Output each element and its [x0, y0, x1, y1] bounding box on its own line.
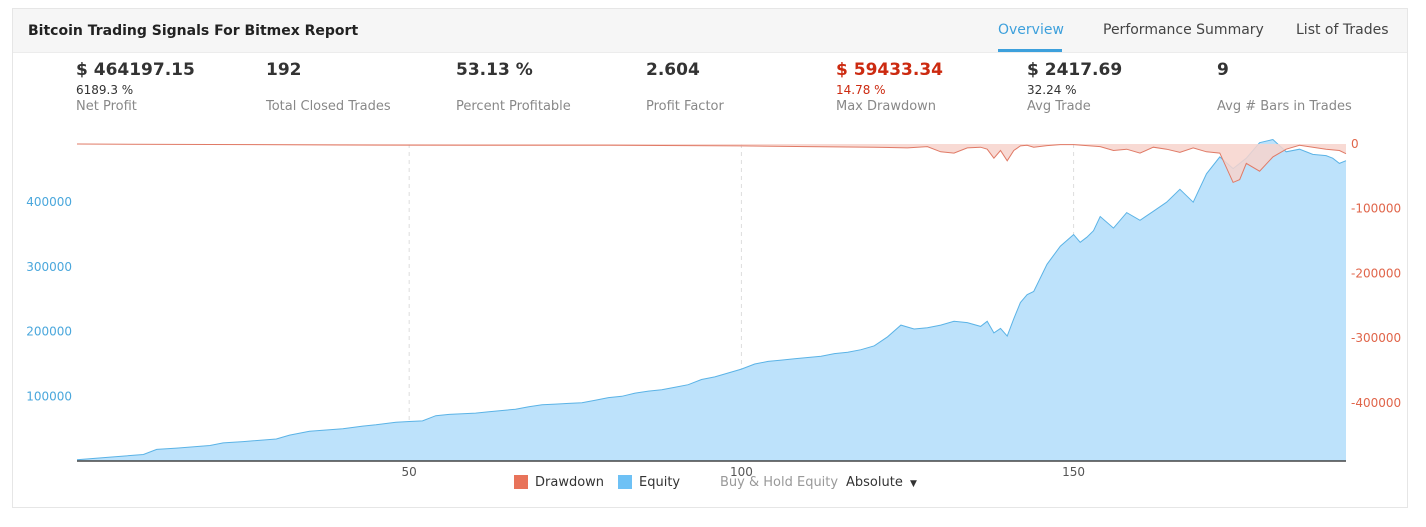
- max-drawdown-percent: 14.78 %: [836, 83, 886, 97]
- tab-performance-summary[interactable]: Performance Summary: [1103, 22, 1264, 38]
- avg-bars-label: Avg # Bars in Trades: [1217, 99, 1352, 114]
- left-axis-label: 300000: [26, 260, 72, 274]
- avg-bars-value: 9: [1217, 60, 1229, 80]
- report-header: Bitcoin Trading Signals For Bitmex Repor…: [13, 9, 1407, 53]
- net-profit-label: Net Profit: [76, 99, 137, 114]
- profit-factor-label: Profit Factor: [646, 99, 724, 114]
- avg-trade-value: $ 2417.69: [1027, 60, 1123, 80]
- net-profit-percent: 6189.3 %: [76, 83, 134, 97]
- legend-drawdown[interactable]: Drawdown: [514, 475, 604, 490]
- stat-max-drawdown: $ 59433.34 14.78 % Max Drawdown: [836, 60, 943, 114]
- max-drawdown-value: $ 59433.34: [836, 60, 944, 80]
- avg-trade-percent: 32.24 %: [1027, 83, 1077, 97]
- legend-buy-hold[interactable]: Buy & Hold Equity: [720, 475, 838, 490]
- legend-buy-hold-label: Buy & Hold Equity: [720, 475, 839, 490]
- legend-equity-label: Equity: [639, 475, 681, 490]
- avg-trade-label: Avg Trade: [1027, 99, 1091, 114]
- right-axis-label: 0: [1351, 137, 1359, 151]
- profit-factor-value: 2.604: [646, 60, 700, 80]
- stat-avg-trade: $ 2417.69 32.24 % Avg Trade: [1027, 60, 1122, 114]
- legend-drawdown-label: Drawdown: [535, 475, 605, 490]
- drawdown-swatch: [514, 475, 528, 489]
- left-axis-label: 200000: [26, 325, 72, 339]
- equity-area: [77, 139, 1346, 461]
- report-title: Bitcoin Trading Signals For Bitmex Repor…: [28, 23, 359, 39]
- stat-net-profit: $ 464197.15 6189.3 % Net Profit: [76, 60, 195, 114]
- drawdown-line: [76, 143, 1347, 184]
- tab-list-of-trades[interactable]: List of Trades: [1296, 22, 1389, 38]
- right-axis-label: -100000: [1351, 202, 1401, 216]
- left-axis-label: 400000: [26, 195, 72, 209]
- stat-total-closed-trades: 192 Total Closed Trades: [266, 60, 391, 114]
- x-tick-label: 50: [402, 465, 417, 479]
- chevron-down-icon: ▼: [909, 479, 917, 489]
- scale-mode-label: Absolute: [846, 475, 903, 490]
- x-tick-label: 150: [1062, 465, 1085, 479]
- tab-overview[interactable]: Overview: [998, 22, 1064, 38]
- right-axis-label: -400000: [1351, 396, 1401, 410]
- stat-profit-factor: 2.604 Profit Factor: [646, 60, 724, 114]
- scale-mode-dropdown[interactable]: Absolute ▼: [846, 475, 917, 490]
- left-axis-label: 100000: [26, 389, 72, 403]
- percent-profitable-label: Percent Profitable: [456, 99, 571, 114]
- percent-profitable-value: 53.13 %: [456, 60, 533, 80]
- total-closed-trades-label: Total Closed Trades: [266, 99, 391, 114]
- right-axis-label: -300000: [1351, 331, 1401, 345]
- active-tab-indicator: [998, 49, 1062, 52]
- max-drawdown-label: Max Drawdown: [836, 99, 937, 114]
- drawdown-area: [77, 144, 1346, 183]
- stat-avg-bars: 9 Avg # Bars in Trades: [1217, 60, 1352, 114]
- net-profit-value: $ 464197.15: [76, 60, 195, 80]
- total-closed-trades-value: 192: [266, 60, 302, 80]
- stat-percent-profitable: 53.13 % Percent Profitable: [456, 60, 571, 114]
- right-axis-label: -200000: [1351, 266, 1401, 280]
- equity-swatch: [618, 475, 632, 489]
- equity-line: [76, 138, 1347, 461]
- x-tick-label: 100: [730, 465, 753, 479]
- legend-equity[interactable]: Equity: [618, 475, 680, 490]
